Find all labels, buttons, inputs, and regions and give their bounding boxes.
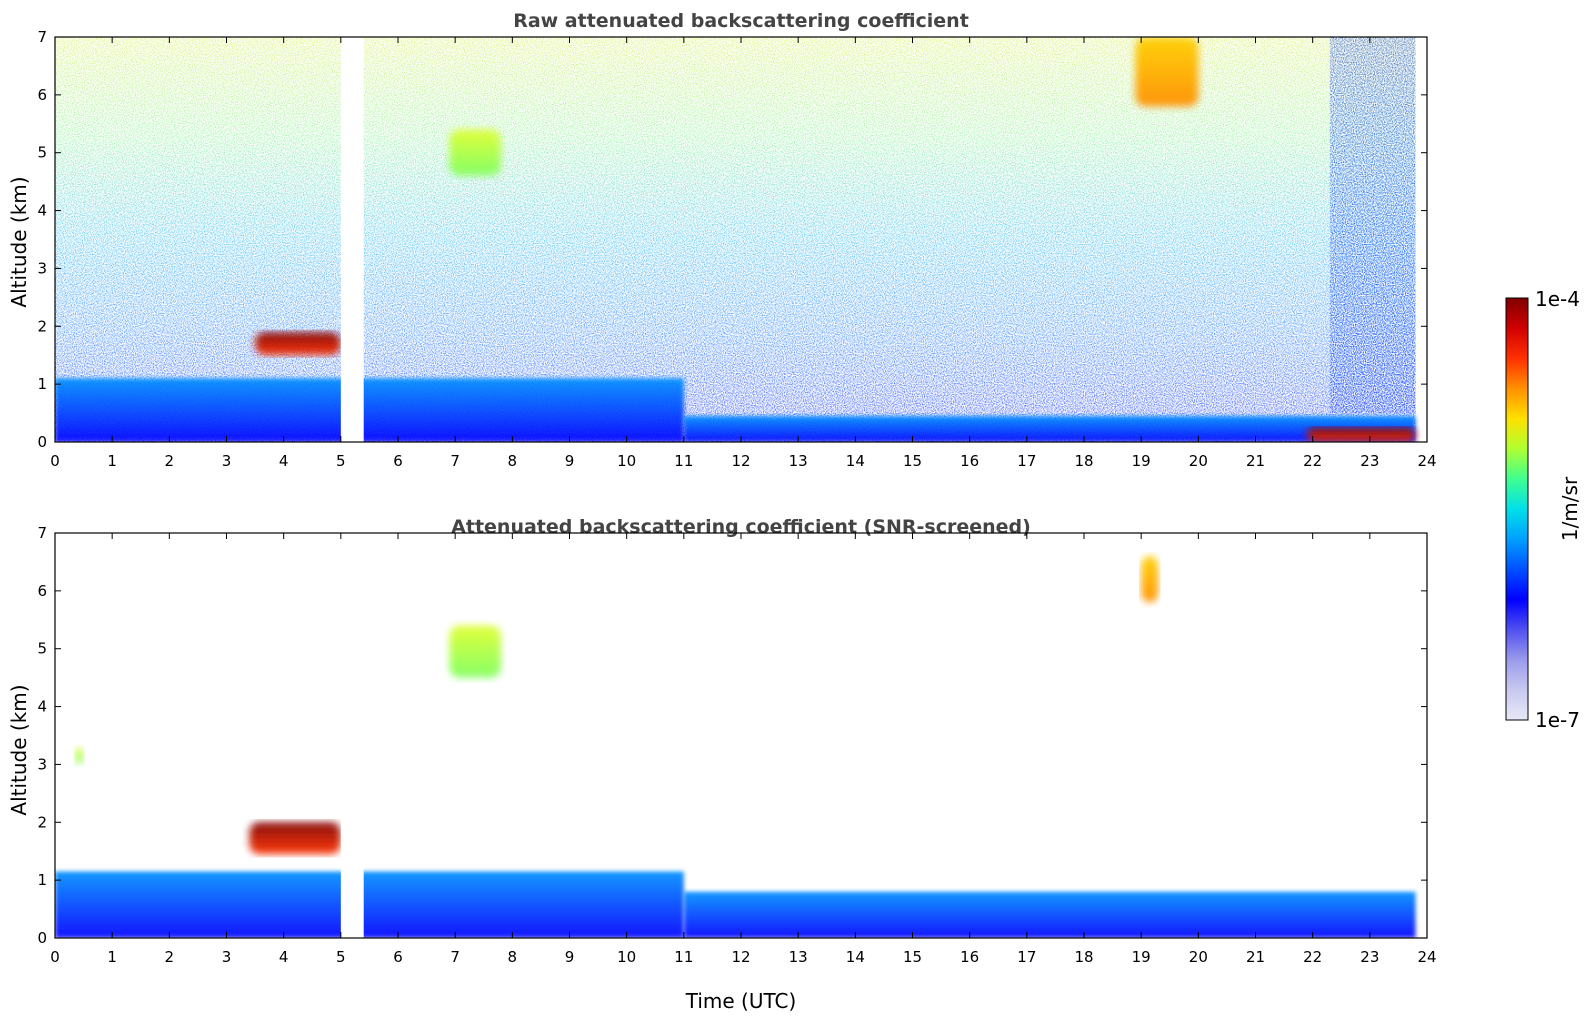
axes: 0 1 2 3 4 5 6 7 8 9 10 11 12 13 14 15 16 17 18 19 20 21 22 23 24… [37,28,1436,470]
y-tick-label: 6 [37,86,47,104]
x-tick-label: 8 [508,948,518,966]
x-tick-label: 5 [336,452,346,470]
x-tick-label: 9 [565,948,575,966]
x-tick-label: 14 [846,452,865,470]
feature-boundary-layer-aerosol [55,378,684,442]
feature-elevated-aerosol [75,747,84,765]
colorbar-max-label: 1e-4 [1535,287,1580,311]
snr-screened-panel: Attenuated backscattering coefficient (S… [7,516,1437,1013]
x-tick-label: 3 [222,452,232,470]
feature-elevated-aerosol [449,129,501,176]
x-tick-label: 16 [960,452,979,470]
feature-strong-cloud [1306,427,1416,442]
x-tick-label: 19 [1132,948,1151,966]
x-tick-label: 11 [674,948,693,966]
x-tick-label: 17 [1017,452,1036,470]
x-tick-label: 6 [393,948,403,966]
x-tick-label: 13 [789,452,808,470]
y-tick-label: 2 [37,813,47,831]
x-tick-label: 3 [222,948,232,966]
x-tick-label: 12 [731,452,750,470]
x-tick-label: 8 [508,452,518,470]
y-tick-label: 7 [37,524,47,542]
x-tick-label: 24 [1417,452,1436,470]
x-tick-label: 21 [1246,948,1265,966]
heatmap-plot-area [55,533,1416,938]
x-tick-label: 22 [1303,948,1322,966]
y-tick-label: 3 [37,755,47,773]
x-tick-label: 10 [617,948,636,966]
y-tick-label: 3 [37,259,47,277]
x-axis-label: Time (UTC) [685,989,797,1013]
y-tick-label: 7 [37,28,47,46]
noise-background [1329,37,1416,414]
y-tick-label: 1 [37,375,47,393]
feature-boundary-layer-aerosol [683,415,1416,442]
y-tick-label: 1 [37,871,47,889]
x-tick-label: 1 [107,948,117,966]
no-data-region [1415,37,1427,442]
x-tick-label: 18 [1074,948,1093,966]
data-gap [340,533,364,938]
x-tick-label: 21 [1246,452,1265,470]
x-tick-label: 14 [846,948,865,966]
raw-backscatter-panel: Raw attenuated backscattering coefficien… [7,10,1437,470]
y-tick-label: 4 [37,698,47,716]
x-tick-label: 9 [565,452,575,470]
x-tick-label: 23 [1360,948,1379,966]
feature-elevated-aerosol [449,625,501,678]
feature-ice-cloud [1135,37,1199,107]
y-axis-label: Altitude (km) [7,684,31,815]
y-axis-label: Altitude (km) [7,176,31,307]
x-tick-label: 18 [1074,452,1093,470]
x-tick-label: 15 [903,948,922,966]
x-tick-label: 16 [960,948,979,966]
x-tick-label: 12 [731,948,750,966]
x-tick-label: 15 [903,452,922,470]
x-tick-label: 0 [50,948,60,966]
y-tick-label: 5 [37,640,47,658]
x-tick-label: 7 [450,452,460,470]
y-tick-label: 4 [37,202,47,220]
y-tick-label: 5 [37,144,47,162]
x-tick-label: 4 [279,452,289,470]
colorbar-label: 1/m/sr [1558,476,1582,541]
x-tick-label: 13 [789,948,808,966]
x-tick-label: 19 [1132,452,1151,470]
x-tick-label: 1 [107,452,117,470]
x-tick-label: 20 [1189,948,1208,966]
x-tick-label: 20 [1189,452,1208,470]
y-tick-label: 0 [37,433,47,451]
data-gap [340,37,364,442]
heatmap-plot-area [55,37,1427,442]
colorbar-min-label: 1e-7 [1535,708,1580,732]
x-tick-label: 4 [279,948,289,966]
noise-background [55,37,1427,442]
axes: 0 1 2 3 4 5 6 7 8 9 10 11 12 13 14 15 16 17 18 19 20 21 22 23 24… [37,524,1436,966]
feature-strong-cloud [249,822,341,855]
x-tick-label: 17 [1017,948,1036,966]
x-tick-label: 22 [1303,452,1322,470]
x-tick-label: 10 [617,452,636,470]
panel-title: Raw attenuated backscattering coefficien… [513,10,969,32]
y-tick-label: 2 [37,317,47,335]
x-tick-label: 24 [1417,948,1436,966]
x-tick-label: 7 [450,948,460,966]
x-tick-label: 23 [1360,452,1379,470]
colorbar: 1e-4 1e-7 1/m/sr [1505,287,1582,732]
x-tick-label: 2 [165,452,175,470]
y-tick-label: 0 [37,929,47,947]
colorbar-gradient [1505,297,1529,721]
x-tick-label: 11 [674,452,693,470]
x-tick-label: 2 [165,948,175,966]
x-tick-label: 5 [336,948,346,966]
x-tick-label: 0 [50,452,60,470]
feature-boundary-layer-aerosol [683,891,1416,938]
y-tick-label: 6 [37,582,47,600]
feature-ice-cloud [1141,556,1159,603]
feature-strong-cloud [255,332,341,356]
feature-boundary-layer-aerosol [55,871,684,938]
x-tick-label: 6 [393,452,403,470]
